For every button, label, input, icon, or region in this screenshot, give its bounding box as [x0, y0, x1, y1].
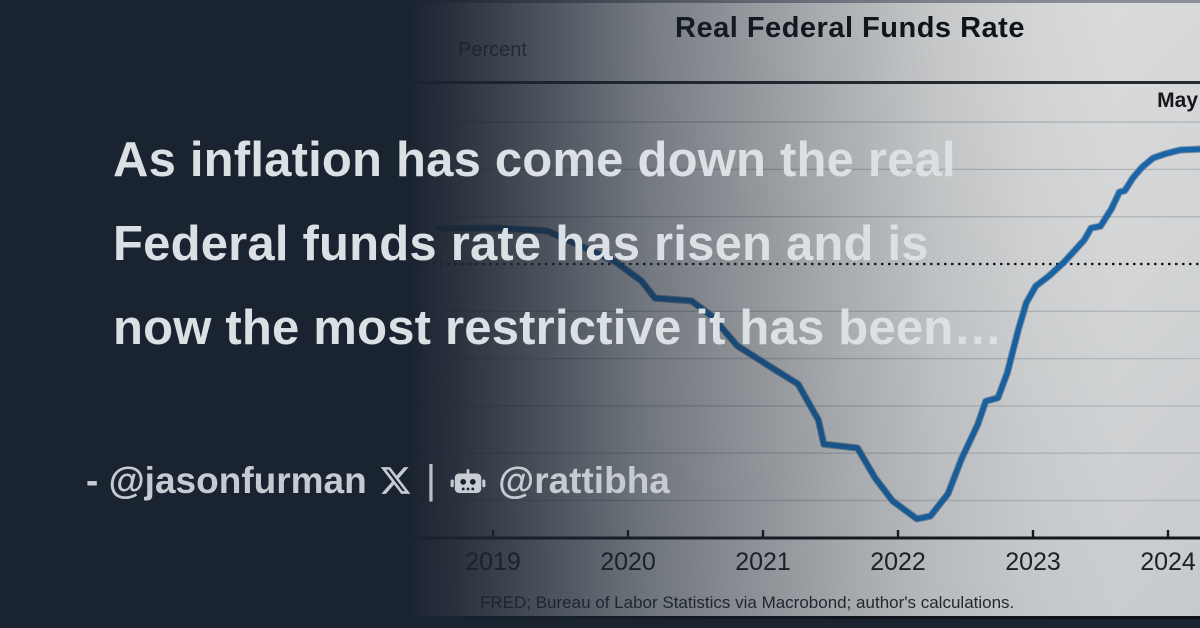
headline-line: Federal funds rate has risen and is	[113, 217, 929, 271]
headline-line: now the most restrictive it has been…	[113, 301, 1003, 355]
robot-icon	[450, 463, 486, 499]
x-logo-icon	[379, 464, 412, 497]
separator: |	[425, 458, 437, 502]
attribution: - @jasonfurman |	[86, 458, 670, 503]
headline-line: As inflation has come down the real	[113, 133, 956, 187]
headline: As inflation has come down the real Fede…	[113, 118, 1133, 370]
author-handle: - @jasonfurman	[86, 459, 367, 501]
archive-handle: @rattibha	[498, 459, 670, 501]
